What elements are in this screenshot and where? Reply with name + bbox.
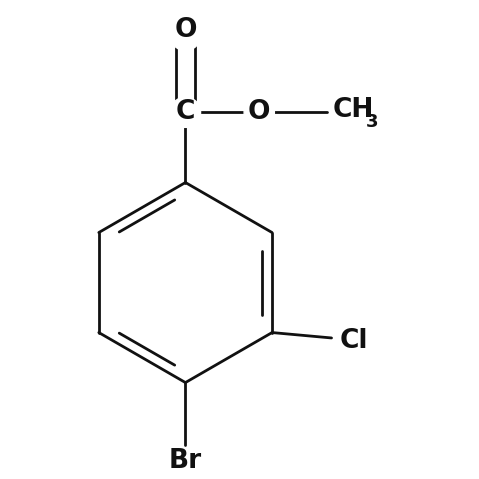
Text: C: C — [176, 99, 195, 125]
Text: CH: CH — [332, 97, 374, 123]
Text: Cl: Cl — [340, 328, 368, 354]
Circle shape — [244, 97, 274, 127]
Text: O: O — [174, 17, 197, 43]
Circle shape — [171, 20, 201, 51]
Text: O: O — [248, 99, 271, 125]
Text: 3: 3 — [366, 113, 379, 131]
Text: Br: Br — [169, 448, 202, 474]
Circle shape — [171, 97, 201, 127]
